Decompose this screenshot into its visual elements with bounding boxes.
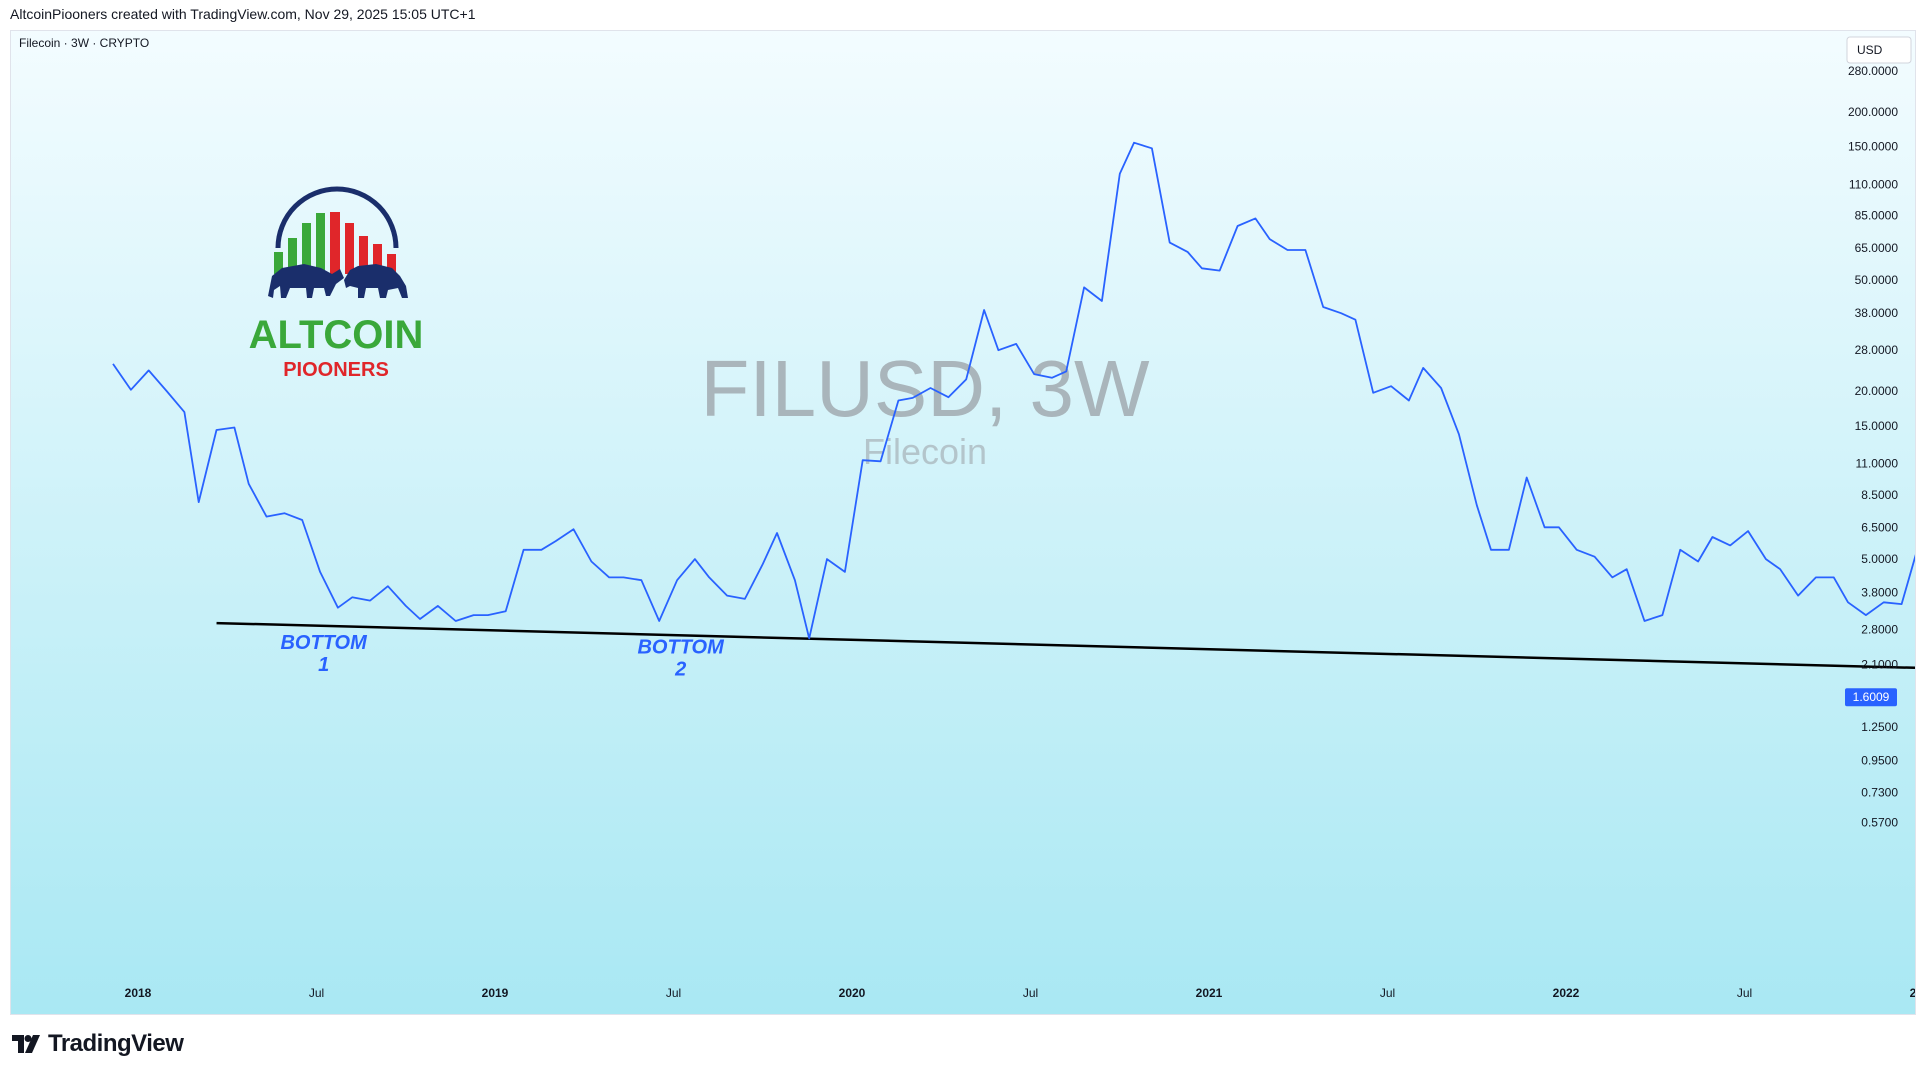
y-tick-label: 280.0000 <box>1848 64 1898 78</box>
y-tick-label: 150.0000 <box>1848 140 1898 154</box>
bottom-label-word: BOTTOM <box>637 636 725 658</box>
y-tick-label: 2.1000 <box>1861 657 1898 671</box>
logo-bar-icon <box>359 236 368 274</box>
x-tick-label: Jul <box>1737 986 1752 1000</box>
chart-background <box>11 31 1915 1014</box>
logo-bar-icon <box>302 223 311 274</box>
x-tick-label: Jul <box>1380 986 1395 1000</box>
tradingview-wordmark: TradingView <box>48 1030 184 1057</box>
currency-label: USD <box>1857 43 1883 57</box>
currency-box[interactable] <box>1846 36 1912 64</box>
y-tick-label: 11.0000 <box>1856 456 1899 470</box>
x-tick-label: 2023 <box>1910 986 1915 1000</box>
price-axis[interactable]: 280.0000 200.0000 150.0000 110.0000 85.0000 6… <box>1848 64 1898 829</box>
chart-title: Filecoin · 3W · CRYPTO <box>19 36 149 50</box>
price-chart[interactable]: Filecoin · 3W · CRYPTO FILUSD, 3W Fileco… <box>11 31 1915 1014</box>
name-watermark: Filecoin <box>863 431 987 472</box>
logo-arc-icon <box>275 186 399 249</box>
chart-frame[interactable]: Filecoin · 3W · CRYPTO FILUSD, 3W Fileco… <box>10 30 1916 1015</box>
price-line[interactable] <box>112 141 1915 698</box>
time-axis[interactable]: 2018Jul2019Jul2020Jul2021Jul2022Jul2023J… <box>125 986 1915 1000</box>
bull-icon <box>268 264 344 298</box>
logo-bar-icon <box>373 244 382 274</box>
last-price-badge <box>1845 688 1897 707</box>
y-tick-label: 20.0000 <box>1855 384 1899 398</box>
y-tick-label: 6.5000 <box>1861 520 1898 534</box>
logo-bar-icon <box>274 252 283 274</box>
symbol-watermark: FILUSD, 3W <box>701 344 1150 433</box>
tradingview-logo-icon <box>12 1035 40 1053</box>
x-tick-label: 2018 <box>125 986 152 1000</box>
logo-bar-icon <box>387 254 396 274</box>
logo-text-piooners: PIOONERS <box>283 359 389 381</box>
bottom-label-number: 1 <box>318 654 329 676</box>
x-tick-label: 2022 <box>1553 986 1580 1000</box>
y-tick-label: 2.8000 <box>1861 622 1898 636</box>
y-tick-label: 85.0000 <box>1855 209 1899 223</box>
y-tick-label: 65.0000 <box>1855 241 1899 255</box>
bear-icon <box>344 264 408 298</box>
x-tick-label: Jul <box>666 986 681 1000</box>
logo-bar-icon <box>345 223 354 274</box>
y-tick-label: 110.0000 <box>1849 177 1898 191</box>
y-tick-label: 28.0000 <box>1855 343 1899 357</box>
y-tick-label: 3.8000 <box>1861 585 1898 599</box>
last-price-label: 1.6009 <box>1853 690 1890 704</box>
y-tick-label: 50.0000 <box>1855 273 1899 287</box>
annotations: BOTTOM1BOTTOM2BOTTOM3 <box>280 632 725 680</box>
bottom-label-number: 2 <box>674 658 686 680</box>
y-tick-label: 1.2500 <box>1861 720 1898 734</box>
logo-bar-icon <box>330 212 340 274</box>
logo-text-altcoin: ALTCOIN <box>249 313 424 357</box>
x-tick-label: 2019 <box>482 986 509 1000</box>
y-tick-label: 0.7300 <box>1861 785 1898 799</box>
x-tick-label: 2020 <box>839 986 866 1000</box>
y-tick-label: 15.0000 <box>1855 419 1899 433</box>
footer-brand[interactable]: TradingView <box>12 1030 184 1058</box>
y-tick-label: 38.0000 <box>1855 306 1899 320</box>
logo-bar-icon <box>288 238 297 274</box>
y-tick-label: 0.9500 <box>1861 753 1898 767</box>
altcoin-piooners-logo: ALTCOIN PIOONERS <box>249 186 424 381</box>
y-tick-label: 5.0000 <box>1861 552 1898 566</box>
x-tick-label: Jul <box>309 986 324 1000</box>
bottom-label-word: BOTTOM <box>280 632 368 654</box>
y-tick-label: 0.5700 <box>1861 815 1898 829</box>
logo-bar-icon <box>316 213 325 274</box>
y-tick-label: 200.0000 <box>1848 105 1898 119</box>
y-tick-label: 8.5000 <box>1861 488 1898 502</box>
x-tick-label: Jul <box>1023 986 1038 1000</box>
chart-credit: AltcoinPiooners created with TradingView… <box>10 6 476 22</box>
support-trendline[interactable] <box>216 621 1915 701</box>
x-tick-label: 2021 <box>1196 986 1223 1000</box>
